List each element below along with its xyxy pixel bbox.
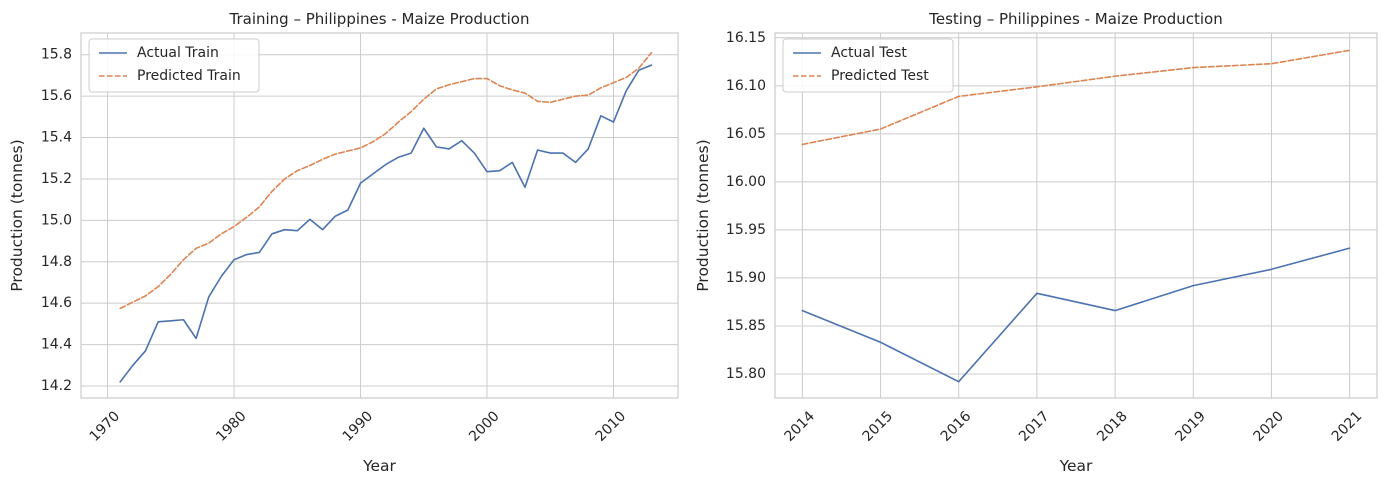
x-tick-label: 2020: [1251, 408, 1288, 445]
legend: Actual Train Predicted Train: [88, 38, 260, 93]
y-tick-label: 16.05: [726, 126, 766, 142]
y-tick-label: 15.6: [41, 88, 72, 104]
y-tick-label: 15.8: [41, 47, 72, 63]
testing-chart-panel: 2014 2015 2016 2017 2018 2019 2020 2021 15.80 15.…: [694, 10, 1378, 475]
y-tick-label: 16.15: [726, 30, 766, 46]
training-chart-panel: 1970 1980 1990 2000 2010 14.2 14.4 14.6 14.8 15.0…: [8, 10, 679, 475]
y-tick-label: 16.00: [726, 174, 766, 190]
legend-box: [88, 38, 260, 93]
x-tick-label: 2000: [466, 408, 503, 445]
y-tick-label: 15.85: [726, 318, 766, 334]
y-tick-label: 14.2: [41, 378, 72, 394]
plot-frame: [80, 32, 679, 399]
plot-frame: [774, 32, 1378, 399]
x-axis-label: Year: [1059, 457, 1093, 475]
y-tick-label: 15.4: [41, 130, 72, 146]
y-tick-label: 15.95: [726, 222, 766, 238]
x-tick-label: 2018: [1094, 408, 1131, 445]
actual-series-line: [801, 247, 1351, 383]
plot-area: [775, 33, 1377, 398]
y-axis-label: Production (tonnes): [8, 139, 26, 291]
x-tick-label: 1980: [213, 408, 250, 445]
x-tick-label: 2021: [1329, 408, 1366, 445]
x-tick-label: 1970: [87, 408, 124, 445]
legend-label: Predicted Train: [137, 68, 241, 84]
y-tick-label: 15.80: [726, 366, 766, 382]
legend: Actual Test Predicted Test: [782, 38, 954, 93]
legend-label: Actual Train: [137, 45, 219, 61]
chart-title: Training – Philippines - Maize Productio…: [229, 10, 530, 28]
x-tick-label: 2010: [593, 408, 630, 445]
y-tick-label: 16.10: [726, 78, 766, 94]
x-tick-label: 2017: [1016, 408, 1053, 445]
y-tick-label: 14.6: [41, 295, 72, 311]
y-tick-label: 15.2: [41, 171, 72, 187]
predicted-series-line: [801, 49, 1351, 146]
y-tick-label: 14.4: [41, 337, 72, 353]
x-tick-label: 2019: [1172, 408, 1209, 445]
x-axis-label: Year: [362, 457, 396, 475]
y-tick-label: 15.0: [41, 212, 72, 228]
y-axis-label: Production (tonnes): [694, 139, 712, 291]
y-tick-label: 14.8: [41, 254, 72, 270]
x-tick-label: 2015: [860, 408, 897, 445]
legend-box: [782, 38, 954, 93]
legend-label: Actual Test: [831, 45, 907, 61]
x-tick-label: 1990: [340, 408, 377, 445]
plot-area: [81, 33, 678, 398]
x-tick-label: 2016: [938, 408, 975, 445]
actual-series-line: [119, 64, 653, 383]
y-tick-label: 15.90: [726, 270, 766, 286]
legend-label: Predicted Test: [831, 68, 929, 84]
predicted-series-line: [119, 51, 653, 310]
x-tick-label: 2014: [781, 408, 818, 445]
chart-title: Testing – Philippines - Maize Production: [928, 10, 1223, 28]
